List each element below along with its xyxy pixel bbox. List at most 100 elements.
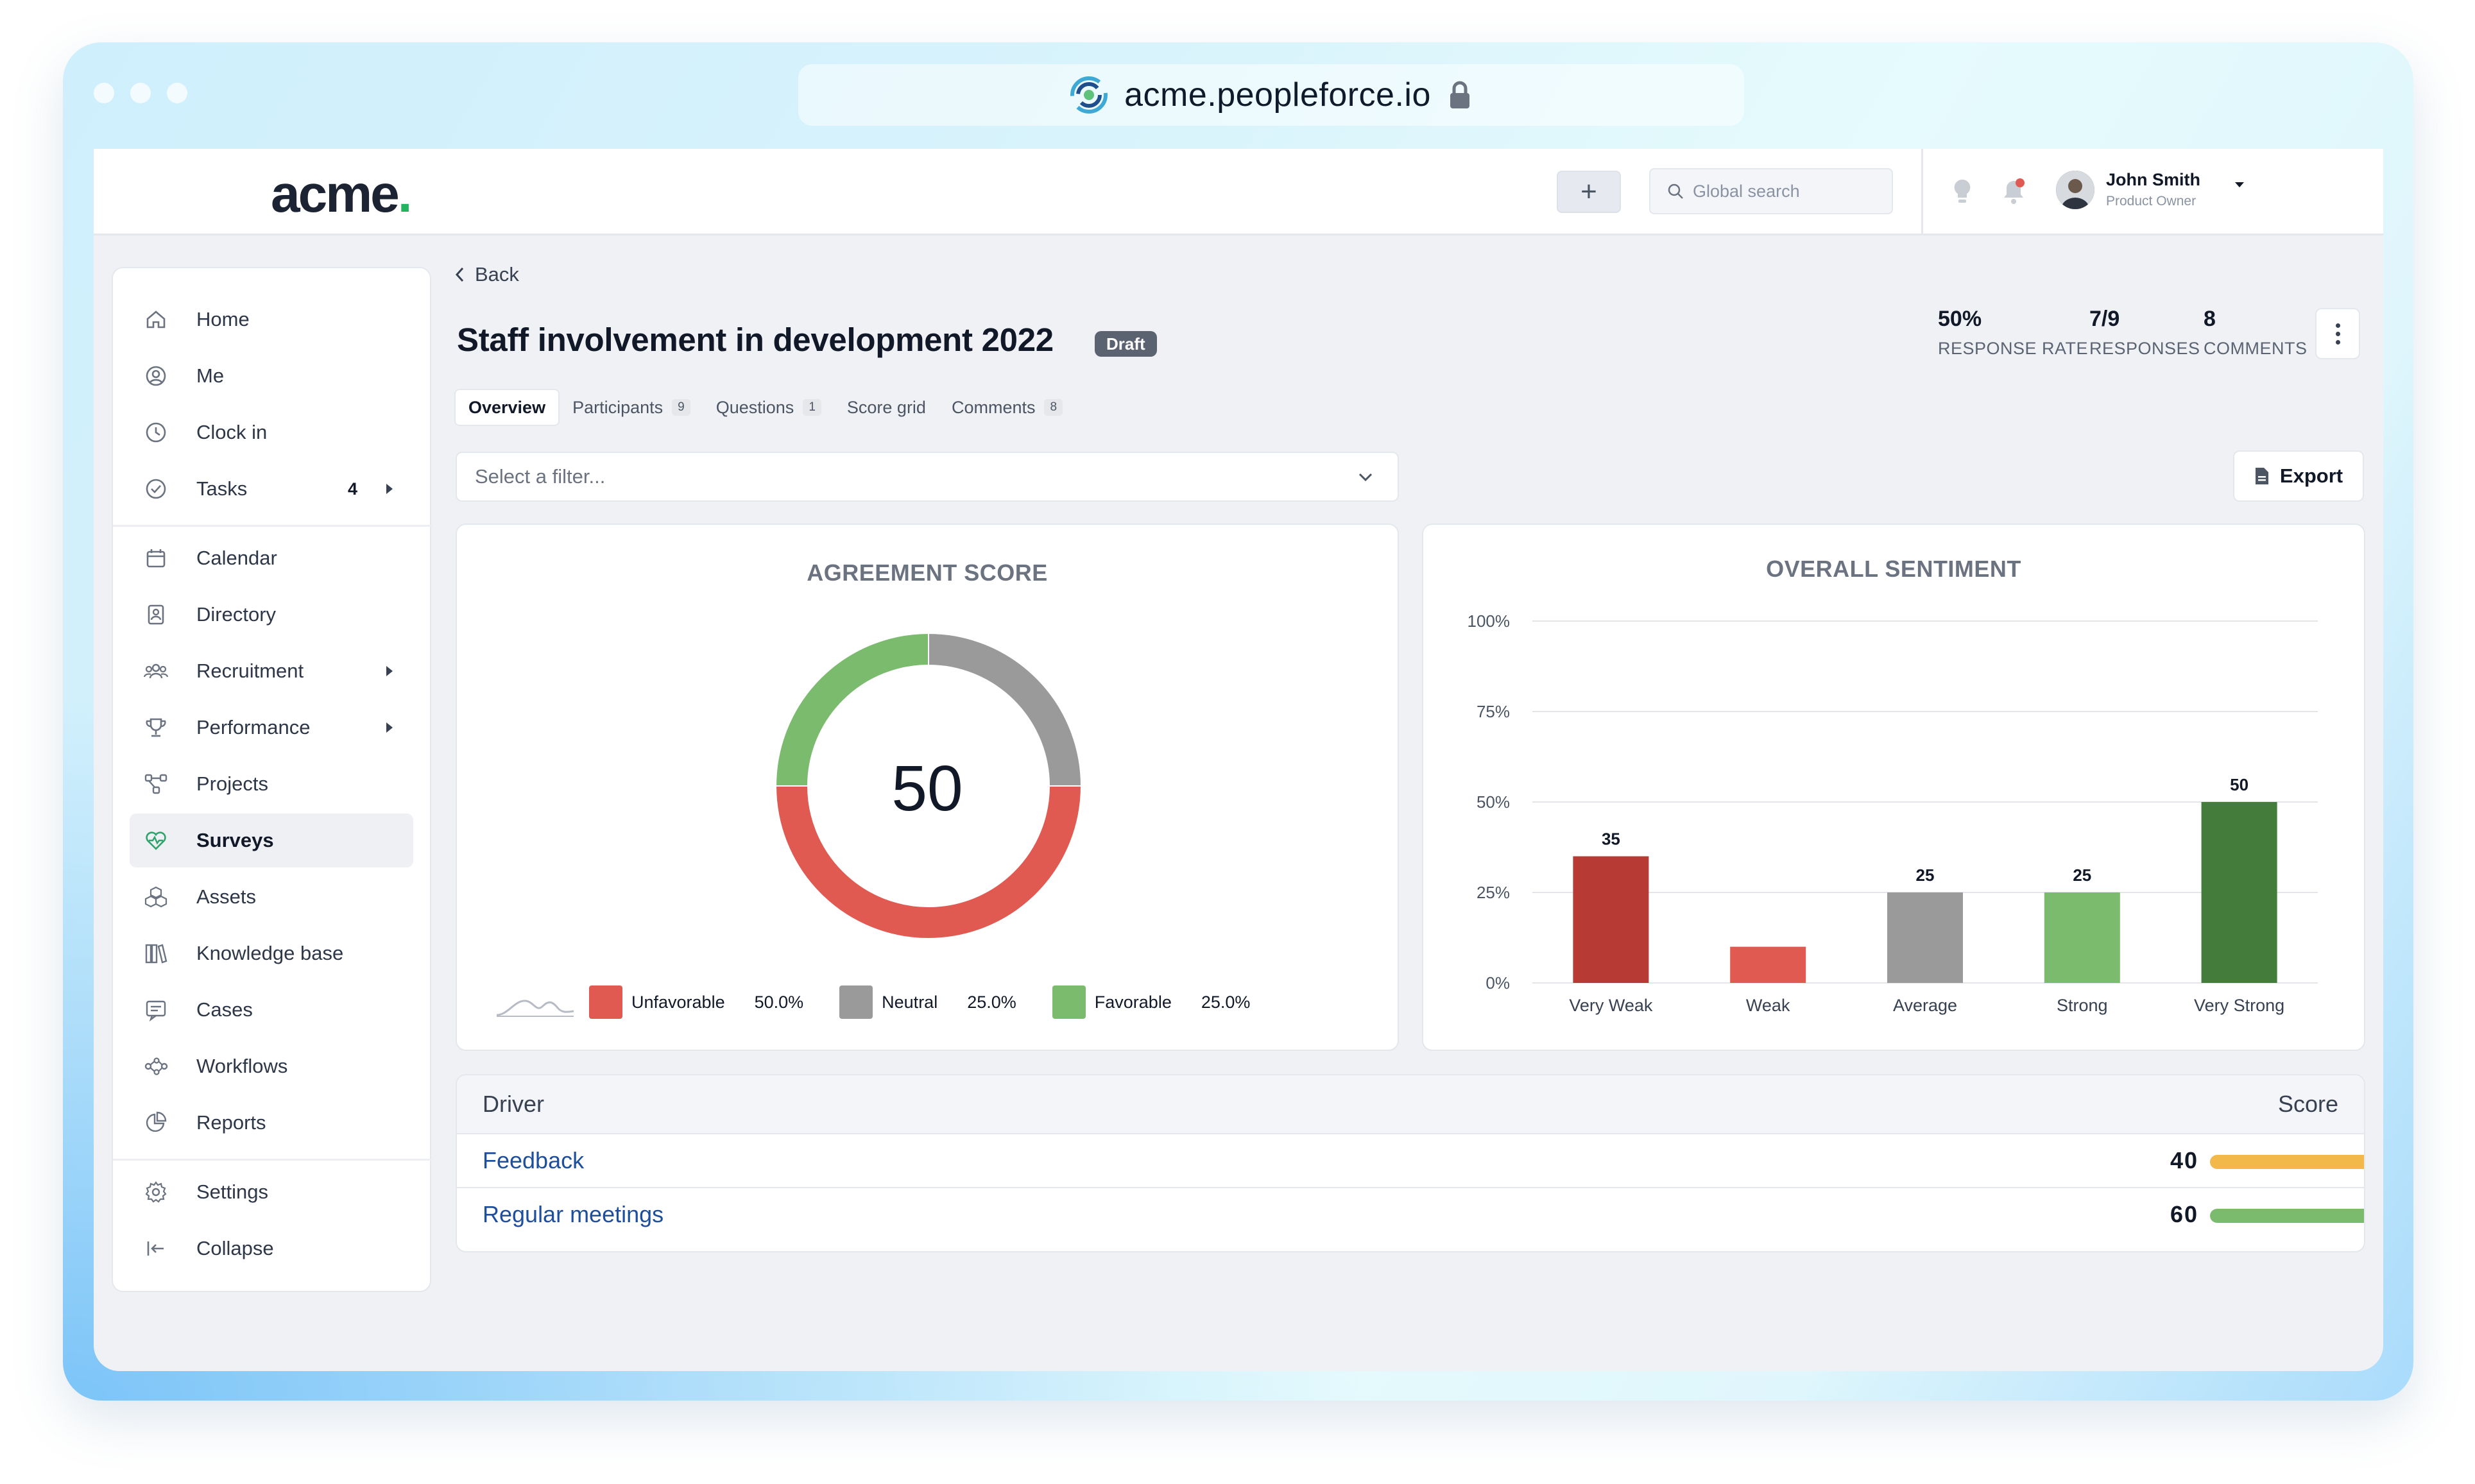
bell-icon[interactable] xyxy=(2001,177,2026,205)
heart-pulse-icon xyxy=(146,832,166,850)
donut-slice-unfavorable[interactable] xyxy=(775,785,1083,939)
tab-participants[interactable]: Participants 9 xyxy=(560,389,703,426)
global-search-input[interactable]: Global search xyxy=(1649,168,1893,214)
more-options-button[interactable] xyxy=(2315,308,2360,359)
bar-weak[interactable] xyxy=(1730,946,1806,983)
bar-very-strong[interactable] xyxy=(2201,802,2277,983)
header-score: Score xyxy=(2277,1091,2338,1117)
chevron-down-icon[interactable] xyxy=(2233,178,2246,191)
sidebar-item-directory[interactable]: Directory xyxy=(130,588,413,642)
chevron-right-icon[interactable] xyxy=(385,482,394,495)
sidebar-item-cases[interactable]: Cases xyxy=(130,983,413,1037)
sidebar-item-recruitment[interactable]: Recruitment xyxy=(130,644,413,698)
overall-sentiment-card: OVERALL SENTIMENT 0% 25% 50% 75% 100% Very We… xyxy=(1422,524,2365,1051)
chevron-down-icon xyxy=(1358,473,1373,482)
legend-favorable-pct: 25.0% xyxy=(1201,992,1251,1012)
address-bar[interactable]: acme.peopleforce.io xyxy=(798,64,1744,126)
driver-regular-meetings-link[interactable]: Regular meetings xyxy=(483,1201,664,1227)
legend-neutral-name: Neutral xyxy=(882,992,938,1012)
overall-sentiment-bar-chart: 0% 25% 50% 75% 100% Very Weak 35 Weak Average 25 S… xyxy=(1468,611,2318,1015)
chevron-right-icon[interactable] xyxy=(385,721,394,734)
sidebar-item-knowledge-base[interactable]: Knowledge base xyxy=(130,926,413,980)
status-badge: Draft xyxy=(1095,331,1157,357)
window-close-dot[interactable] xyxy=(94,83,114,103)
sidebar-item-me[interactable]: Me xyxy=(130,349,413,403)
chevron-right-icon[interactable] xyxy=(385,665,394,678)
window-minimize-dot[interactable] xyxy=(130,83,151,103)
header-divider xyxy=(1921,149,1923,235)
page-title: Staff involvement in development 2022 xyxy=(457,321,1054,358)
sidebar-item-label: Clock in xyxy=(196,421,268,443)
legend-neutral-pct: 25.0% xyxy=(967,992,1016,1012)
bar-data-label: 50 xyxy=(2230,775,2248,794)
participants-count: 9 xyxy=(672,399,690,416)
sidebar-item-calendar[interactable]: Calendar xyxy=(130,531,413,585)
tab-bar: Overview Participants 9 Questions 1 Score … xyxy=(454,389,1075,426)
sidebar-item-clock-in[interactable]: Clock in xyxy=(130,405,413,459)
app-window: acme. + Global search John Smith xyxy=(94,149,2383,1371)
sidebar-item-label: Knowledge base xyxy=(196,942,344,964)
sidebar-item-label: Performance xyxy=(196,716,311,738)
back-link[interactable]: Back xyxy=(454,263,519,286)
tasks-count-badge: 4 xyxy=(348,479,358,499)
sidebar-item-label: Reports xyxy=(196,1111,266,1134)
avatar-image xyxy=(2056,171,2094,209)
window-maximize-dot[interactable] xyxy=(167,83,187,103)
comments-count: 8 xyxy=(1044,399,1063,416)
sidebar-item-tasks[interactable]: Tasks 4 xyxy=(130,462,413,516)
sidebar-item-label: Cases xyxy=(196,998,253,1021)
donut-slice-favorable[interactable] xyxy=(775,632,929,787)
sidebar-item-assets[interactable]: Assets xyxy=(130,870,413,924)
driver-regular-meetings-score: 60 xyxy=(2170,1201,2199,1227)
bar-average[interactable] xyxy=(1887,892,1963,983)
sidebar-item-label: Tasks xyxy=(196,477,248,500)
drivers-table: Driver Score Feedback 40 Regular meeting… xyxy=(456,1074,2365,1252)
response-rate-label: RESPONSE RATE xyxy=(1938,339,2089,358)
export-label: Export xyxy=(2279,465,2343,487)
brand-logo[interactable]: acme. xyxy=(271,165,413,223)
sidebar-item-performance[interactable]: Performance xyxy=(130,701,413,755)
table-row[interactable]: Regular meetings 60 xyxy=(457,1187,2364,1238)
sidebar-item-label: Settings xyxy=(196,1181,269,1203)
people-icon xyxy=(144,663,168,679)
tab-overview[interactable]: Overview xyxy=(454,389,560,426)
sidebar-item-surveys[interactable]: Surveys xyxy=(130,814,413,867)
document-icon xyxy=(2255,468,2268,484)
export-button[interactable]: Export xyxy=(2233,450,2364,502)
sidebar-item-label: Calendar xyxy=(196,547,277,569)
avatar[interactable] xyxy=(2056,171,2094,209)
sidebar-item-projects[interactable]: Projects xyxy=(130,757,413,811)
add-button[interactable]: + xyxy=(1557,171,1621,213)
filter-select[interactable]: Select a filter... xyxy=(456,452,1399,502)
sidebar-item-reports[interactable]: Reports xyxy=(130,1096,413,1150)
user-name[interactable]: John Smith xyxy=(2106,170,2200,189)
sidebar-item-label: Home xyxy=(196,308,250,330)
responses-label: RESPONSES xyxy=(2089,339,2200,358)
x-tick-label: Very Weak xyxy=(1569,996,1653,1015)
sidebar-item-settings[interactable]: Settings xyxy=(130,1165,413,1219)
lightbulb-icon[interactable] xyxy=(1949,177,1975,205)
tab-questions[interactable]: Questions 1 xyxy=(703,389,834,426)
workflow-icon xyxy=(144,1057,168,1075)
agreement-donut-chart xyxy=(775,632,1083,939)
y-tick-label: 50% xyxy=(1477,792,1510,812)
x-tick-label: Strong xyxy=(2057,996,2108,1015)
header-driver: Driver xyxy=(483,1091,544,1117)
legend-swatch-neutral xyxy=(839,985,873,1019)
tab-comments[interactable]: Comments 8 xyxy=(939,389,1075,426)
bar-data-label: 25 xyxy=(2073,866,2091,885)
gear-icon xyxy=(145,1181,167,1203)
books-icon xyxy=(145,944,167,964)
tab-score-grid[interactable]: Score grid xyxy=(846,397,926,417)
sidebar-item-workflows[interactable]: Workflows xyxy=(130,1039,413,1093)
check-circle-icon xyxy=(146,479,166,499)
driver-feedback-link[interactable]: Feedback xyxy=(483,1147,585,1173)
sidebar-item-label: Collapse xyxy=(196,1237,274,1259)
bar-data-label: 25 xyxy=(1916,866,1935,885)
sidebar-item-collapse[interactable]: Collapse xyxy=(130,1222,413,1275)
back-label: Back xyxy=(475,263,519,286)
bar-strong[interactable] xyxy=(2044,892,2120,983)
bar-very-weak[interactable] xyxy=(1573,856,1649,983)
sidebar-item-home[interactable]: Home xyxy=(130,293,413,346)
table-row[interactable]: Feedback 40 xyxy=(457,1134,2364,1186)
